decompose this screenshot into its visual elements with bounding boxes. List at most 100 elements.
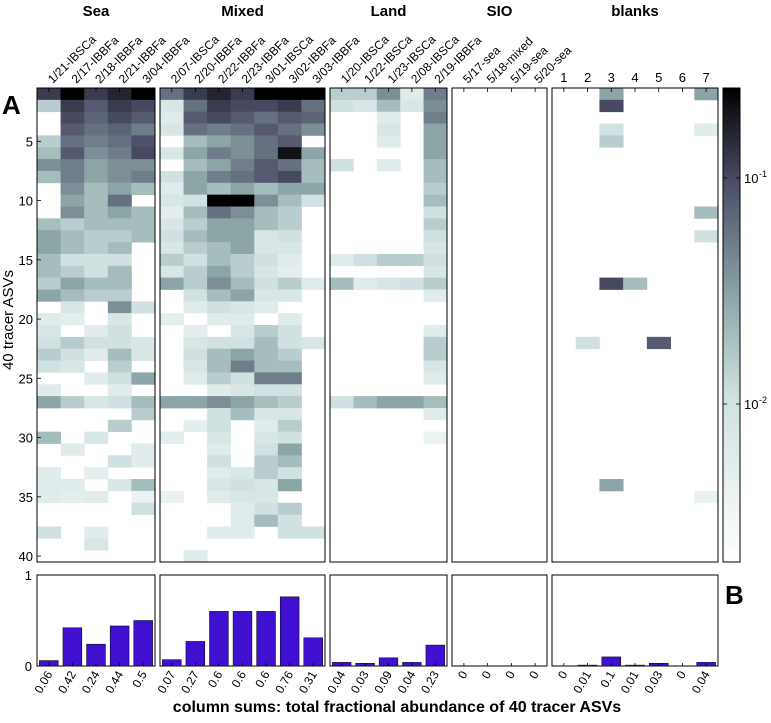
heatmap-cell-land <box>423 289 448 302</box>
heatmap-cell-sea <box>131 182 156 196</box>
heatmap-cell-mixed <box>301 526 326 539</box>
heatmap-cell-sea <box>84 265 109 278</box>
heatmap-cell-mixed <box>160 123 184 136</box>
heatmap-cell-mixed <box>207 194 232 207</box>
heatmap-cell-mixed <box>160 431 184 444</box>
heatmap-cell-blanks <box>599 479 624 492</box>
heatmap-cell-mixed <box>277 514 302 527</box>
heatmap-cell-mixed <box>183 242 208 255</box>
heatmap-cell-sea <box>131 218 156 231</box>
heatmap-cell-mixed <box>207 348 232 361</box>
heatmap-cell-sea <box>60 396 85 409</box>
heatmap-cell-mixed <box>230 348 255 361</box>
bar-value-label: 0.27 <box>178 668 202 696</box>
heatmap-cell-mixed <box>230 147 255 160</box>
heatmap-cell-mixed <box>183 372 208 385</box>
bar-value-label: 0.44 <box>102 668 126 696</box>
heatmap-panel-a: Sea1/21-IBSCa2/17-IBBFa2/18-IBBFa2/21-IB… <box>19 3 719 564</box>
heatmap-cell-land <box>423 147 448 160</box>
bar-value-label: 0 <box>555 668 571 681</box>
heatmap-cell-mixed <box>207 455 232 468</box>
heatmap-cell-mixed <box>254 194 279 207</box>
heatmap-cell-mixed <box>160 230 184 243</box>
group-title-sea: Sea <box>83 3 110 20</box>
heatmap-cell-mixed <box>254 419 279 433</box>
heatmap-cell-mixed <box>254 384 279 397</box>
heatmap-y-tick-label: 10 <box>19 194 33 209</box>
heatmap-cell-sea <box>107 360 132 373</box>
bar-y-tick-label: 1 <box>25 568 32 583</box>
heatmap-cell-mixed <box>207 490 232 504</box>
heatmap-cell-sea <box>37 88 61 101</box>
heatmap-cell-mixed <box>183 253 208 267</box>
bar-y-tick-label: 0 <box>25 659 32 674</box>
heatmap-cell-sea <box>37 348 61 361</box>
heatmap-cell-mixed <box>230 526 255 539</box>
bar-mixed <box>279 596 300 667</box>
heatmap-cell-mixed <box>183 419 208 433</box>
heatmap-cell-sea <box>107 384 132 397</box>
heatmap-cell-mixed <box>160 111 184 124</box>
panel-label-a: A <box>2 90 21 120</box>
heatmap-cell-land <box>353 396 378 409</box>
heatmap-cell-mixed <box>230 230 255 243</box>
heatmap-cell-mixed <box>230 396 255 409</box>
heatmap-cell-sea <box>131 336 156 350</box>
heatmap-cell-mixed <box>183 289 208 302</box>
heatmap-cell-mixed <box>277 194 302 207</box>
bar-panel-b: 0.06 0.42 0.24 0.44 0.5 0.07 0.27 0.6 0.6 0.6 0.76… <box>25 568 719 696</box>
heatmap-cell-mixed <box>301 277 326 290</box>
heatmap-cell-mixed <box>230 490 255 504</box>
heatmap-cell-sea <box>60 301 85 314</box>
heatmap-cell-sea <box>60 159 85 172</box>
heatmap-cell-sea <box>37 384 61 397</box>
heatmap-cell-sea <box>60 218 85 231</box>
heatmap-cell-mixed <box>207 182 232 196</box>
heatmap-cell-sea <box>37 277 61 290</box>
heatmap-cell-sea <box>84 123 109 136</box>
heatmap-cell-sea <box>84 372 109 385</box>
heatmap-cell-mixed <box>207 431 232 444</box>
heatmap-cell-mixed <box>183 206 208 219</box>
heatmap-y-tick-label: 30 <box>19 431 33 446</box>
heatmap-cell-sea <box>131 443 156 456</box>
heatmap-cell-mixed <box>277 336 302 350</box>
heatmap-cell-mixed <box>277 455 302 468</box>
heatmap-cell-mixed <box>207 289 232 302</box>
heatmap-panel-frame <box>451 87 548 563</box>
heatmap-cell-blanks <box>694 123 719 136</box>
heatmap-cell-blanks <box>575 336 600 350</box>
heatmap-cell-sea <box>131 170 156 184</box>
bar-land <box>425 644 445 667</box>
heatmap-cell-mixed <box>254 301 279 314</box>
heatmap-cell-mixed <box>277 135 302 148</box>
heatmap-cell-sea <box>37 99 61 113</box>
heatmap-cell-mixed <box>230 372 255 385</box>
bar-value-label: 0.24 <box>79 668 103 696</box>
heatmap-cell-sea <box>60 242 85 255</box>
bar-value-label: 0.1 <box>597 668 618 690</box>
heatmap-cell-mixed <box>254 265 279 278</box>
heatmap-cell-mixed <box>277 313 302 326</box>
heatmap-cell-mixed <box>207 407 232 421</box>
heatmap-cell-sea <box>107 242 132 255</box>
heatmap-cell-mixed <box>230 253 255 267</box>
heatmap-cell-land <box>353 88 378 101</box>
heatmap-cell-sea <box>107 206 132 219</box>
bar-value-label: 0.31 <box>296 668 320 696</box>
heatmap-cell-sea <box>60 360 85 373</box>
bar-value-label: 0.03 <box>641 668 665 696</box>
heatmap-cell-mixed <box>254 230 279 243</box>
heatmap-cell-land <box>423 194 448 207</box>
heatmap-cell-blanks <box>694 206 719 219</box>
heatmap-cell-mixed <box>277 431 302 444</box>
heatmap-cell-sea <box>131 147 156 160</box>
heatmap-cell-land <box>376 99 401 113</box>
heatmap-cell-mixed <box>277 502 302 515</box>
heatmap-cell-sea <box>37 336 61 350</box>
heatmap-cell-mixed <box>207 135 232 148</box>
heatmap-cell-sea <box>84 289 109 302</box>
heatmap-cell-mixed <box>207 206 232 219</box>
heatmap-cell-mixed <box>230 289 255 302</box>
heatmap-cell-sea <box>131 490 156 504</box>
